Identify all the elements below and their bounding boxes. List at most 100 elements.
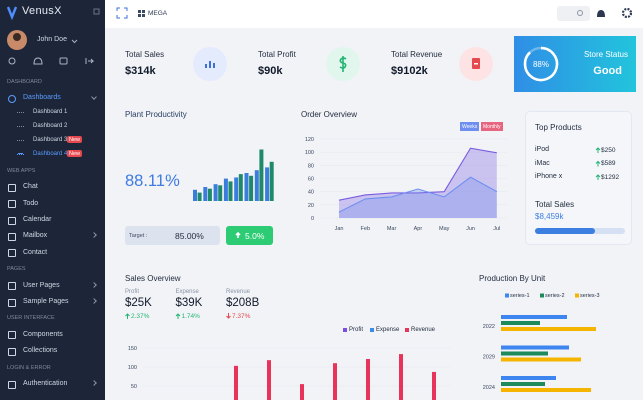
legend-label[interactable]: Revenue <box>411 327 436 333</box>
kpi-change: 2.37% <box>131 312 150 320</box>
nav-chevron[interactable] <box>91 281 97 288</box>
ring-progress <box>523 46 559 82</box>
bar <box>501 376 556 380</box>
nav-item[interactable]: Chat <box>23 183 38 191</box>
nav-chevron[interactable] <box>91 232 97 239</box>
topbar-icons <box>116 6 633 21</box>
card-title: Plant Productivity <box>125 110 187 119</box>
progress-fill <box>535 228 595 234</box>
nav-item[interactable]: Mailbox <box>23 232 48 240</box>
nav-chevron[interactable] <box>91 380 97 386</box>
nav-subitem[interactable]: Dashboard 4 <box>33 150 68 157</box>
bar <box>501 357 581 362</box>
stat-value: $9102k <box>391 65 428 77</box>
chart-canvas: 50 100 150 <box>125 313 450 400</box>
legend-label[interactable]: series-3 <box>580 292 600 299</box>
bar <box>249 175 254 201</box>
y-tick-label: 150 <box>128 346 137 352</box>
up-arrow <box>595 174 601 180</box>
nav-item[interactable]: Contact <box>23 248 48 256</box>
mega-icon <box>138 10 141 13</box>
nav-badge: New <box>67 150 83 158</box>
mega-menu[interactable]: MEGA <box>148 9 168 17</box>
chat-icon[interactable] <box>59 57 68 65</box>
logout-icon[interactable] <box>85 58 95 64</box>
nav-icon <box>8 183 16 192</box>
product-price: $1292 <box>601 173 620 181</box>
nav-item[interactable]: Authentication <box>23 380 68 387</box>
nav-dots <box>17 112 24 114</box>
chart-canvas <box>326 47 360 81</box>
nav-item[interactable]: Dashboards <box>23 94 61 102</box>
nav-heading: USER INTERFACE <box>7 315 55 322</box>
nav-subitem[interactable]: Dashboard 1 <box>33 108 68 115</box>
nav-item[interactable]: Components <box>23 330 63 338</box>
y-tick-label: 120 <box>305 137 314 143</box>
collapse-icon[interactable] <box>93 8 100 15</box>
product-price: $589 <box>601 160 616 167</box>
nav-icon <box>8 282 16 291</box>
bar <box>501 321 540 325</box>
y-tick-label: 100 <box>128 365 137 371</box>
search-box[interactable] <box>557 6 590 21</box>
fullscreen-icon[interactable] <box>116 7 128 19</box>
bar <box>213 184 218 201</box>
chart-canvas <box>535 147 625 234</box>
nav-subitem[interactable]: Dashboard 3 <box>33 136 68 143</box>
y-tick-label: 50 <box>131 384 137 390</box>
sales-card: Sales Overview 50 100 150 Profit $25K 2.37% Exp… <box>115 265 458 400</box>
kpi-value: $25K <box>125 297 152 309</box>
y-tick-label: 40 <box>308 190 314 196</box>
nav-heading: WEB APPS <box>7 167 36 174</box>
nav-chevron[interactable] <box>91 94 97 101</box>
bell-icon[interactable] <box>597 10 605 17</box>
mega-icon <box>142 10 145 13</box>
bell-icon[interactable] <box>33 57 43 65</box>
x-tick-label: May <box>439 226 450 232</box>
nav-item[interactable]: Todo <box>23 199 39 207</box>
product-name: iMac <box>535 159 550 167</box>
legend-label[interactable]: Profit <box>349 327 364 333</box>
bar <box>501 388 591 392</box>
bar <box>265 167 270 201</box>
order-card: Order Overview 0 20 40 60 80 100 120 Jan Feb Mar Ap… <box>291 100 636 255</box>
user-caret[interactable] <box>71 39 78 44</box>
up-arrow <box>125 313 130 319</box>
nav-item[interactable]: Calendar <box>23 216 52 223</box>
nav-subitem[interactable]: Dashboard 2 <box>33 122 68 129</box>
legend-label[interactable]: series-1 <box>510 292 530 299</box>
nav-item[interactable]: User Pages <box>23 281 60 289</box>
bar <box>218 185 223 201</box>
bar <box>234 177 239 201</box>
store-value: Good <box>593 65 622 77</box>
legend-item[interactable]: Monthly <box>481 122 503 131</box>
bar <box>193 189 197 201</box>
legend-label[interactable]: Expense <box>376 327 400 333</box>
stat-icon <box>209 61 211 68</box>
legend-item[interactable]: Weeks <box>460 122 480 131</box>
area <box>339 148 497 218</box>
bar <box>267 360 271 400</box>
brand-logo <box>6 6 18 21</box>
change-button[interactable]: 5.0% <box>226 226 273 245</box>
settings-icon[interactable] <box>621 7 633 19</box>
stat-label: Total Sales <box>125 50 165 59</box>
nav-chevron[interactable] <box>91 298 97 304</box>
nav-item[interactable]: Sample Pages <box>23 298 69 305</box>
bar <box>238 174 243 201</box>
line <box>338 176 498 213</box>
kpi-value: $208B <box>226 297 260 309</box>
stat-card: Total Revenue $9102k <box>381 36 504 92</box>
bar <box>432 371 436 400</box>
chart-canvas <box>235 231 241 238</box>
bar <box>259 149 264 201</box>
nav-item[interactable]: Collections <box>23 347 58 355</box>
user-name[interactable]: John Doe <box>37 36 67 43</box>
productivity-value: 88.11% <box>125 172 180 190</box>
top-products: Top Products iPod $250 iMac $589 iPhone x $129… <box>525 111 632 245</box>
legend-label[interactable]: series-2 <box>545 292 565 299</box>
search-icon[interactable] <box>8 57 16 65</box>
up-arrow <box>175 313 181 319</box>
